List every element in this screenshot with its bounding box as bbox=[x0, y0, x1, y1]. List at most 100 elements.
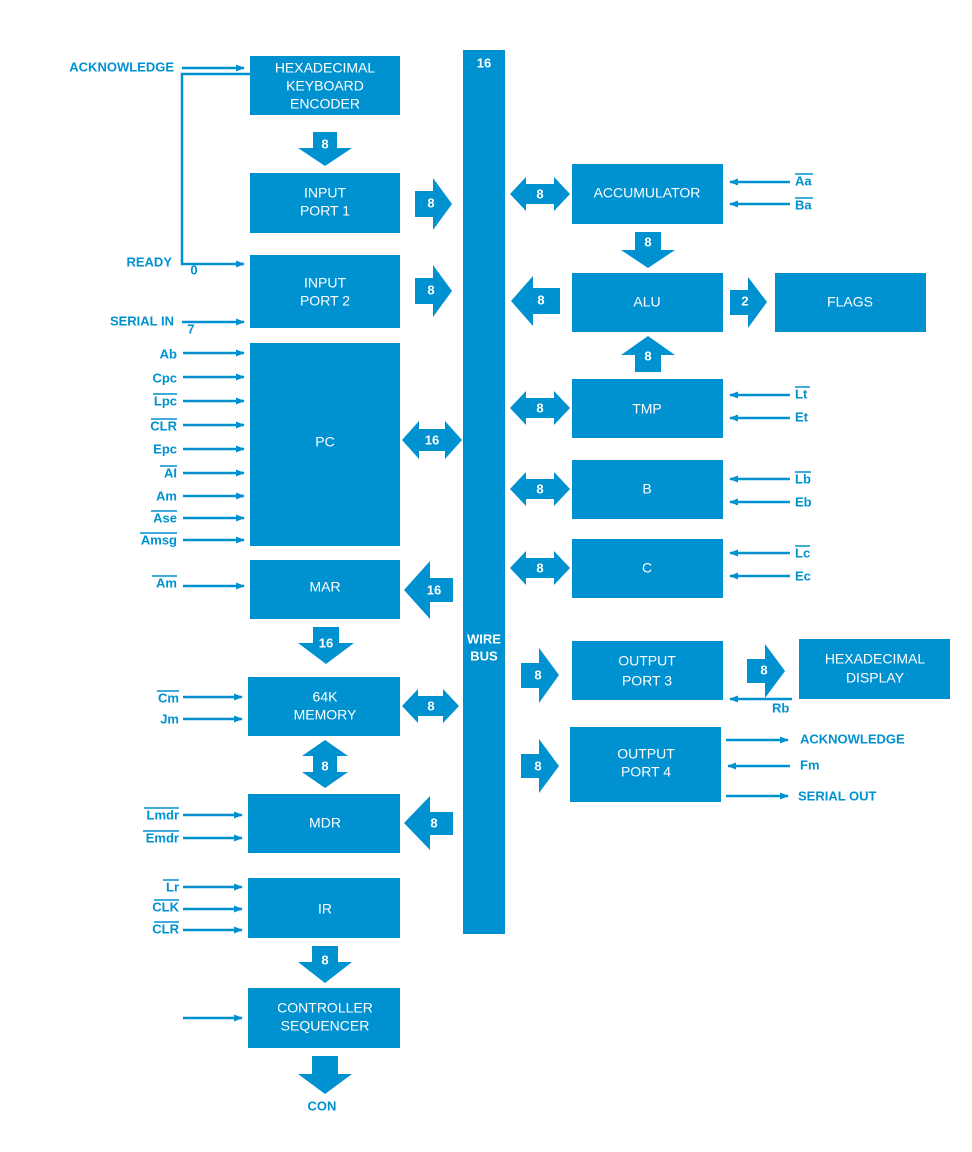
cpc-label: Cpc bbox=[152, 370, 177, 385]
c-bus-bidir-arrow: 8 bbox=[510, 551, 570, 585]
input-port-2-line1: INPUT bbox=[304, 275, 346, 291]
pc-label: PC bbox=[315, 434, 334, 450]
fm-label: Fm bbox=[800, 757, 820, 772]
input1-to-bus-width: 8 bbox=[427, 195, 434, 210]
acc-to-alu-arrow: 8 bbox=[621, 232, 675, 268]
acknowledge-out-label: ACKNOWLEDGE bbox=[800, 731, 905, 746]
flags-label: FLAGS bbox=[827, 294, 873, 310]
accumulator-label: ACCUMULATOR bbox=[594, 185, 701, 201]
hex-display-line1: HEXADECIMAL bbox=[825, 651, 926, 667]
controller-sequencer-block: CONTROLLER SEQUENCER bbox=[248, 988, 400, 1048]
alu-to-bus-arrow: 8 bbox=[511, 276, 560, 326]
bus-label-line1: WIRE bbox=[467, 631, 501, 646]
ready-label: READY bbox=[126, 254, 172, 269]
bus-to-mdr-arrow: 8 bbox=[404, 796, 453, 850]
input-port-2-line2: PORT 2 bbox=[300, 293, 350, 309]
hex-keyboard-line2: KEYBOARD bbox=[286, 78, 364, 94]
pc-bus-width: 16 bbox=[425, 432, 439, 447]
b-bus-bidir-arrow: 8 bbox=[510, 472, 570, 506]
input-port-1-line1: INPUT bbox=[304, 185, 346, 201]
alu-label: ALU bbox=[633, 294, 660, 310]
ir-block: IR bbox=[248, 878, 400, 938]
clr-pc-label: CLR bbox=[150, 418, 177, 433]
tmp-bus-bidir-arrow: 8 bbox=[510, 391, 570, 425]
accumulator-block: ACCUMULATOR bbox=[572, 164, 723, 224]
lr-label: Lr bbox=[166, 879, 179, 894]
b-register-block: B bbox=[572, 460, 723, 519]
mar-block: MAR bbox=[250, 560, 400, 619]
clk-label: CLK bbox=[152, 899, 179, 914]
acknowledge-in-label: ACKNOWLEDGE bbox=[69, 59, 174, 74]
memory-block: 64K MEMORY bbox=[248, 677, 400, 736]
lb-label: Lb bbox=[795, 471, 811, 486]
ase-label: Ase bbox=[153, 510, 177, 525]
alu-block: ALU bbox=[572, 273, 723, 332]
aa-label: Aa bbox=[795, 173, 812, 188]
serial-in-label: SERIAL IN bbox=[110, 313, 174, 328]
et-label: Et bbox=[795, 409, 809, 424]
output-port-3-line2: PORT 3 bbox=[622, 673, 672, 689]
b-label: B bbox=[642, 481, 651, 497]
hex-keyboard-encoder-block: HEXADECIMAL KEYBOARD ENCODER bbox=[250, 56, 400, 115]
acc-to-alu-width: 8 bbox=[644, 234, 651, 249]
lc-label: Lc bbox=[795, 545, 810, 560]
hex-display-line2: DISPLAY bbox=[846, 670, 905, 686]
output-port-3-block: OUTPUT PORT 3 bbox=[572, 641, 723, 700]
mar-to-memory-width: 16 bbox=[319, 635, 333, 650]
input-port-2-block: INPUT PORT 2 bbox=[250, 255, 400, 328]
bus-width-label: 16 bbox=[477, 55, 491, 70]
controller-line2: SEQUENCER bbox=[281, 1018, 370, 1034]
mdr-label: MDR bbox=[309, 815, 341, 831]
mdr-block: MDR bbox=[248, 794, 400, 853]
output-port-4-block: OUTPUT PORT 4 bbox=[570, 727, 721, 802]
ir-to-controller-width: 8 bbox=[321, 952, 328, 967]
output3-to-display-width: 8 bbox=[760, 662, 767, 677]
kb-to-input1-width: 8 bbox=[321, 136, 328, 151]
b-bus-width: 8 bbox=[536, 481, 543, 496]
input2-to-bus-arrow: 8 bbox=[415, 265, 452, 317]
alu-to-bus-width: 8 bbox=[537, 292, 544, 307]
mar-to-memory-arrow: 16 bbox=[298, 627, 354, 664]
memory-bus-bidir-arrow: 8 bbox=[402, 689, 459, 723]
wire-bus bbox=[463, 50, 505, 934]
bus-to-output4-width: 8 bbox=[534, 758, 541, 773]
input-port-1-line2: PORT 1 bbox=[300, 203, 350, 219]
controller-line1: CONTROLLER bbox=[277, 1000, 373, 1016]
flags-block: FLAGS bbox=[775, 273, 926, 332]
hex-keyboard-line3: ENCODER bbox=[290, 96, 360, 112]
emdr-label: Emdr bbox=[146, 830, 179, 845]
epc-label: Epc bbox=[153, 441, 177, 456]
bus-to-mdr-width: 8 bbox=[430, 815, 437, 830]
output-port-4-line2: PORT 4 bbox=[621, 764, 671, 780]
pc-bus-bidir-arrow: 16 bbox=[402, 421, 462, 459]
memory-mdr-bidir-arrow: 8 bbox=[302, 740, 348, 788]
kb-to-input1-arrow: 8 bbox=[298, 132, 352, 166]
lt-label: Lt bbox=[795, 386, 808, 401]
rb-label: Rb bbox=[772, 700, 789, 715]
left-signal-lines bbox=[180, 64, 250, 1022]
ba-label: Ba bbox=[795, 197, 812, 212]
ec-label: Ec bbox=[795, 568, 811, 583]
bus-to-mar-arrow: 16 bbox=[404, 561, 453, 619]
acc-bus-bidir-arrow: 8 bbox=[510, 177, 570, 211]
tmp-to-alu-arrow: 8 bbox=[621, 336, 675, 372]
bus-to-output3-arrow: 8 bbox=[521, 648, 559, 703]
cm-label: Cm bbox=[158, 690, 179, 705]
amsg-label: Amsg bbox=[141, 532, 177, 547]
tmp-to-alu-width: 8 bbox=[644, 348, 651, 363]
memory-bus-width: 8 bbox=[427, 698, 434, 713]
alu-to-flags-arrow: 2 bbox=[730, 277, 767, 328]
lmdr-label: Lmdr bbox=[147, 807, 180, 822]
ir-label: IR bbox=[318, 901, 332, 917]
output-port-4-line1: OUTPUT bbox=[617, 746, 675, 762]
tmp-label: TMP bbox=[632, 401, 662, 417]
input2-to-bus-width: 8 bbox=[427, 282, 434, 297]
serial-out-label: SERIAL OUT bbox=[798, 788, 877, 803]
ai-label: AI bbox=[164, 465, 177, 480]
acc-bus-width: 8 bbox=[536, 186, 543, 201]
bus-label-line2: BUS bbox=[470, 648, 498, 663]
clr-ir-label: CLR bbox=[152, 921, 179, 936]
lpc-label: Lpc bbox=[154, 393, 177, 408]
hex-display-block: HEXADECIMAL DISPLAY bbox=[799, 639, 950, 699]
